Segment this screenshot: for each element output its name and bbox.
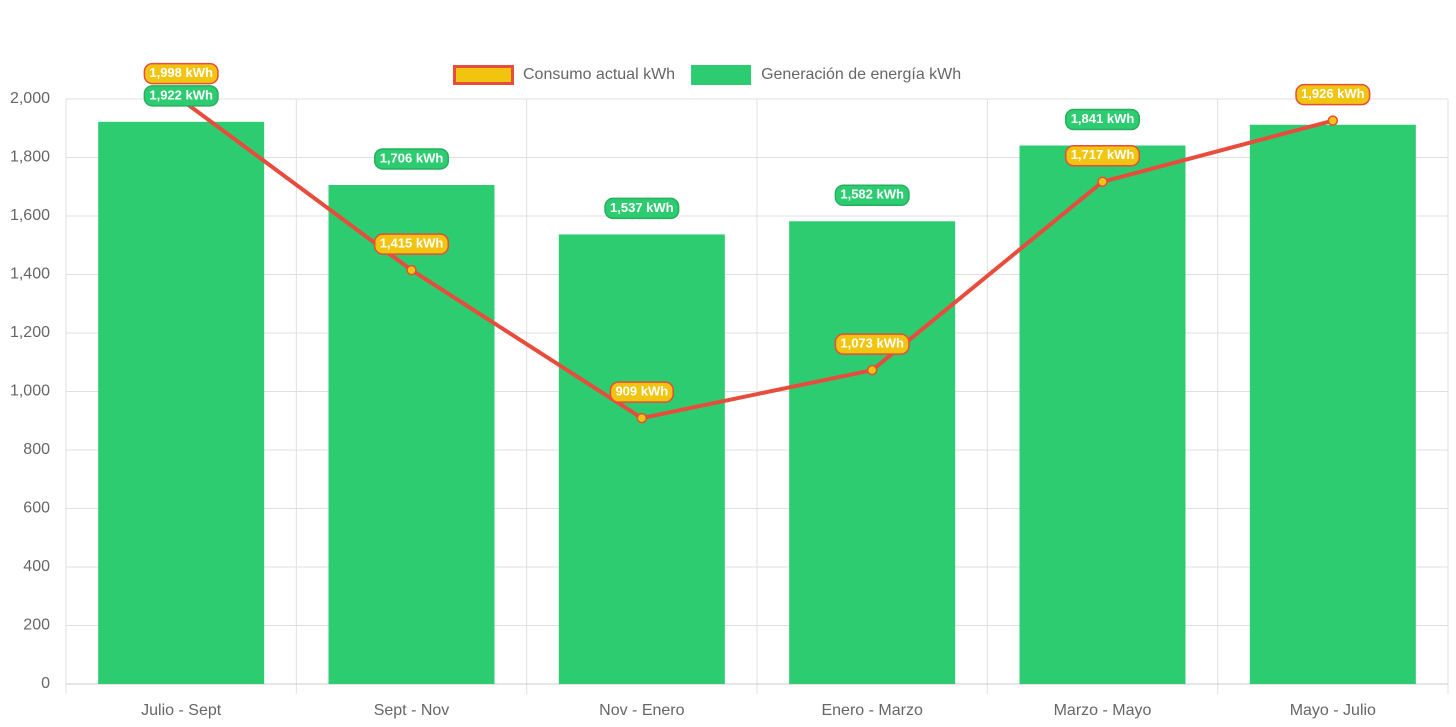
- value-label: 1,706 kWh: [373, 148, 450, 170]
- value-label-text: 1,926 kWh: [1301, 86, 1365, 101]
- y-tick-label: 1,200: [10, 324, 50, 341]
- bar: [1019, 145, 1186, 684]
- value-label-box: [143, 62, 219, 85]
- value-label: 1,415 kWh: [373, 233, 450, 255]
- x-tick-label: Julio - Sept: [141, 702, 222, 719]
- value-label: 1,922 kWh: [143, 85, 219, 107]
- x-tick-label: Marzo - Mayo: [1054, 702, 1152, 719]
- line-point: [866, 364, 878, 376]
- value-label: 1,841 kWh: [1064, 108, 1141, 131]
- value-label-text: 909 kWh: [615, 384, 668, 399]
- value-label-text: 1,415 kWh: [380, 236, 444, 251]
- value-label-text: 1,582 kWh: [840, 187, 904, 202]
- value-label-box: [143, 85, 219, 107]
- y-tick-label: 600: [23, 500, 50, 517]
- bar: [1249, 124, 1416, 685]
- x-tick-label: Mayo - Julio: [1290, 702, 1376, 719]
- bar: [789, 221, 956, 684]
- bar: [98, 121, 265, 684]
- value-label-box: [604, 197, 680, 220]
- value-label-text: 1,706 kWh: [380, 150, 444, 165]
- legend-swatch: [691, 65, 752, 85]
- value-label-text: 1,717 kWh: [1071, 147, 1135, 162]
- bar: [328, 184, 495, 684]
- line-point: [406, 264, 417, 276]
- x-tick-label: Sept - Nov: [374, 702, 450, 719]
- x-tick-label: Nov - Enero: [599, 702, 684, 719]
- value-label-box: [834, 333, 910, 355]
- value-label: 1,926 kWh: [1295, 83, 1371, 106]
- y-tick-label: 0: [41, 675, 50, 692]
- value-label-text: 1,537 kWh: [610, 200, 674, 215]
- y-tick-label: 1,800: [10, 149, 50, 166]
- y-tick-label: 1,600: [10, 207, 50, 224]
- y-tick-label: 2,000: [10, 90, 50, 107]
- value-label-text: 1,841 kWh: [1071, 111, 1135, 126]
- value-label: 1,582 kWh: [834, 184, 910, 207]
- grid: [65, 98, 1449, 694]
- y-tick-label: 800: [23, 441, 50, 458]
- value-label-box: [1064, 108, 1141, 131]
- line-point: [1097, 176, 1108, 188]
- value-label: 1,717 kWh: [1064, 145, 1141, 167]
- y-tick-label: 400: [23, 558, 50, 575]
- value-label-box: [609, 381, 674, 403]
- value-label-box: [1064, 145, 1141, 167]
- value-label-box: [373, 233, 450, 255]
- value-label: 909 kWh: [609, 381, 674, 403]
- bar: [558, 234, 725, 685]
- y-tick-label: 1,400: [10, 266, 50, 283]
- value-label-box: [1295, 83, 1371, 106]
- legend-label: Consumo actual kWh: [523, 66, 675, 83]
- line-point: [1327, 115, 1339, 126]
- value-label: 1,998 kWh: [143, 62, 219, 85]
- legend-swatch: [453, 65, 514, 85]
- x-tick-label: Enero - Marzo: [821, 702, 922, 719]
- line: [179, 97, 1334, 421]
- value-label-box: [834, 184, 910, 207]
- legend-label: Generación de energía kWh: [761, 66, 961, 83]
- value-label: 1,073 kWh: [834, 333, 910, 355]
- y-tick-label: 200: [23, 617, 50, 634]
- value-label-text: 1,073 kWh: [840, 336, 904, 351]
- value-label-text: 1,922 kWh: [149, 87, 213, 102]
- line-point: [636, 412, 648, 424]
- value-label: 1,537 kWh: [604, 197, 680, 220]
- value-label-box: [373, 148, 450, 170]
- y-tick-label: 1,000: [10, 383, 50, 400]
- value-label-text: 1,998 kWh: [149, 65, 213, 80]
